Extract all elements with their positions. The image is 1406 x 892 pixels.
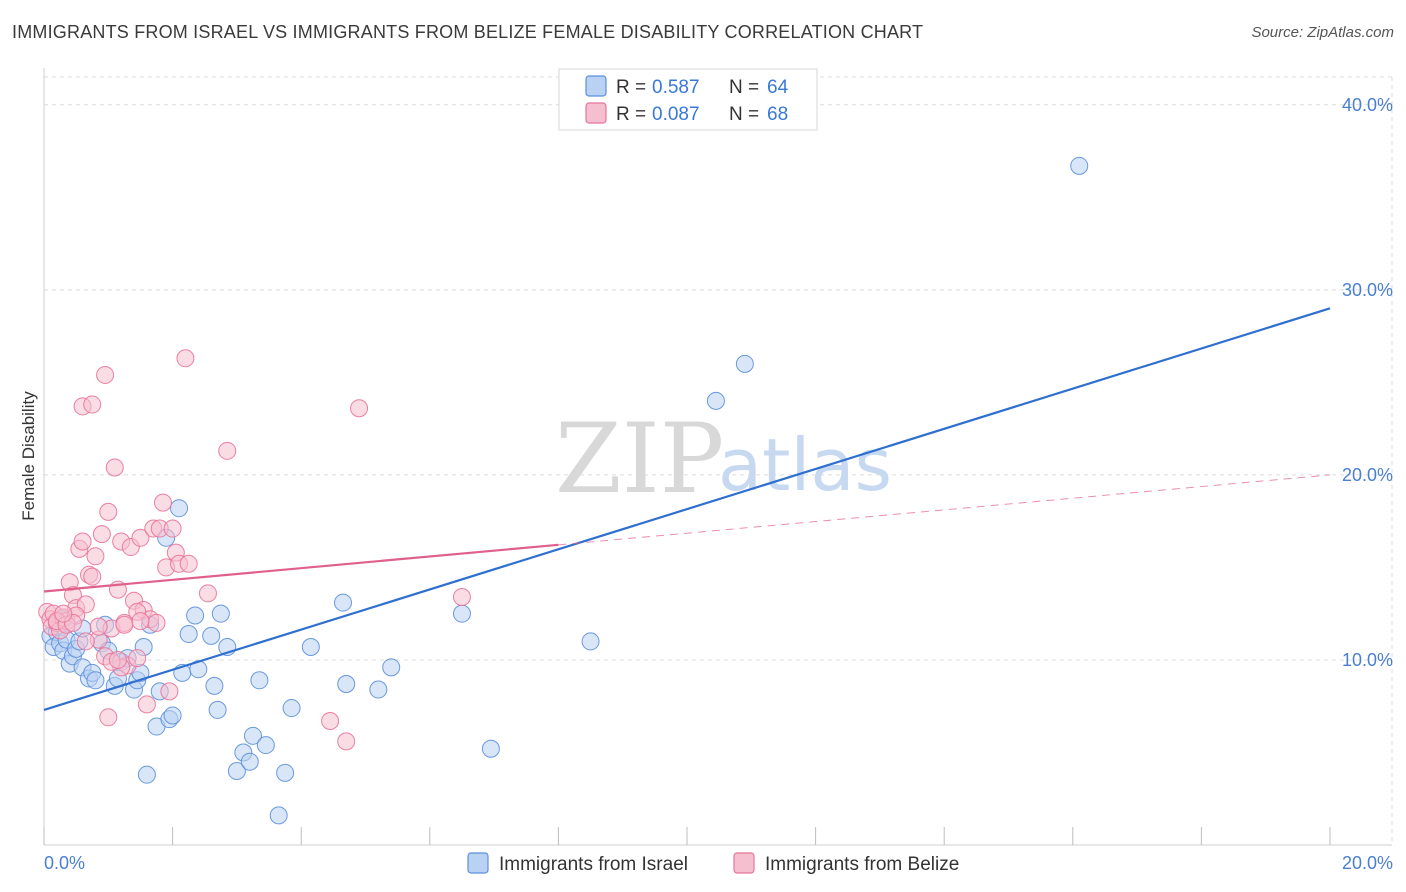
- legend-belize-r-label: R =: [616, 104, 646, 125]
- israel-point-51: [301, 637, 320, 656]
- watermark-atlas: atlas: [718, 423, 892, 507]
- belize-point-46: [83, 395, 102, 414]
- x-tick-label-1: 20.0%: [1342, 853, 1393, 873]
- belize-point-58: [89, 617, 108, 636]
- israel-point-31: [163, 706, 182, 725]
- source-label: Source: ZipAtlas.com: [1251, 24, 1394, 41]
- series-belize-points: [38, 349, 471, 751]
- belize-point-40: [163, 519, 182, 538]
- belize-point-39: [160, 682, 179, 701]
- belize-point-22: [105, 458, 124, 477]
- belize-point-49: [198, 584, 217, 603]
- israel-point-58: [581, 632, 600, 651]
- belize-point-32: [137, 695, 156, 714]
- belize-point-65: [108, 650, 127, 669]
- israel-point-13: [86, 671, 105, 690]
- israel-point-47: [256, 736, 275, 755]
- belize-point-47: [96, 365, 115, 384]
- israel-point-50: [282, 699, 301, 718]
- belize-point-53: [452, 588, 471, 607]
- y-tick-label-1: 20.0%: [1342, 465, 1393, 485]
- legend-israel-n-value: 64: [767, 77, 789, 98]
- belize-point-48: [218, 441, 237, 460]
- belize-point-37: [153, 493, 172, 512]
- israel-point-46: [250, 671, 269, 690]
- y-tick-label-2: 30.0%: [1342, 280, 1393, 300]
- belize-point-30: [131, 528, 150, 547]
- grid-lines: [44, 76, 1393, 845]
- israel-point-55: [382, 658, 401, 677]
- israel-point-42: [227, 761, 246, 780]
- belize-point-66: [54, 604, 73, 623]
- israel-point-57: [481, 739, 500, 758]
- bottom-legend-israel-swatch: [467, 852, 489, 874]
- axes: [43, 68, 1392, 846]
- bottom-legend-belize-swatch: [733, 852, 755, 874]
- legend-israel-r-value: 0.587: [652, 77, 700, 98]
- belize-trend-line-dashed: [558, 474, 1331, 546]
- israel-point-61: [1070, 156, 1089, 175]
- belize-point-12: [73, 532, 92, 551]
- belize-point-50: [321, 712, 340, 731]
- legend-israel-r-label: R =: [616, 77, 646, 98]
- belize-point-60: [115, 615, 134, 634]
- belize-point-67: [131, 612, 150, 631]
- belize-point-15: [83, 567, 102, 586]
- israel-point-56: [452, 604, 471, 623]
- israel-point-35: [186, 606, 205, 625]
- israel-point-39: [208, 700, 227, 719]
- top-legend: R = 0.587 N = 64 R = 0.087 N = 68: [558, 68, 818, 131]
- belize-point-29: [128, 649, 147, 668]
- y-tick-label-3: 40.0%: [1342, 95, 1393, 115]
- israel-point-52: [333, 593, 352, 612]
- bottom-legend-belize-label: Immigrants from Belize: [765, 854, 959, 875]
- belize-point-18: [92, 525, 111, 544]
- israel-point-37: [202, 626, 221, 645]
- israel-point-40: [211, 604, 230, 623]
- trend-lines: [43, 307, 1331, 711]
- y-tick-labels: 10.0% 20.0% 30.0% 40.0%: [1342, 95, 1393, 670]
- legend-belize-n-value: 68: [767, 104, 788, 125]
- belize-point-44: [179, 554, 198, 573]
- x-tick-label-0: 0.0%: [44, 853, 85, 873]
- israel-point-34: [179, 625, 198, 644]
- israel-trend-line: [43, 307, 1331, 711]
- belize-trend-line-solid: [43, 543, 559, 593]
- israel-point-59: [706, 391, 725, 410]
- legend-belize-n-label: N =: [729, 104, 759, 125]
- belize-point-57: [76, 632, 95, 651]
- israel-point-32: [170, 499, 189, 518]
- y-tick-label-0: 10.0%: [1342, 650, 1393, 670]
- israel-point-45: [243, 726, 262, 745]
- israel-point-44: [240, 752, 259, 771]
- israel-point-49: [276, 763, 295, 782]
- bottom-legend-israel-label: Immigrants from Israel: [499, 854, 688, 875]
- belize-point-51: [337, 732, 356, 751]
- belize-point-54: [99, 708, 118, 727]
- israel-point-53: [337, 674, 356, 693]
- belize-point-20: [99, 502, 118, 521]
- belize-point-16: [86, 547, 105, 566]
- bottom-legend: Immigrants from Israel Immigrants from B…: [467, 852, 959, 875]
- legend-israel-n-label: N =: [729, 77, 759, 98]
- legend-belize-r-value: 0.087: [652, 104, 700, 125]
- israel-point-25: [137, 765, 156, 784]
- israel-point-60: [735, 354, 754, 373]
- legend-belize-swatch: [585, 102, 607, 124]
- belize-point-52: [350, 399, 369, 418]
- israel-point-54: [369, 680, 388, 699]
- x-tick-labels: 0.0% 20.0%: [44, 853, 1393, 873]
- legend-israel-swatch: [585, 75, 607, 97]
- y-axis-label: Female Disability: [19, 391, 38, 521]
- belize-point-43: [176, 349, 195, 368]
- israel-point-48: [269, 806, 288, 825]
- belize-point-35: [147, 613, 166, 632]
- chart-title: IMMIGRANTS FROM ISRAEL VS IMMIGRANTS FRO…: [12, 22, 924, 42]
- israel-point-38: [205, 676, 224, 695]
- watermark-zip: ZIP: [555, 403, 724, 515]
